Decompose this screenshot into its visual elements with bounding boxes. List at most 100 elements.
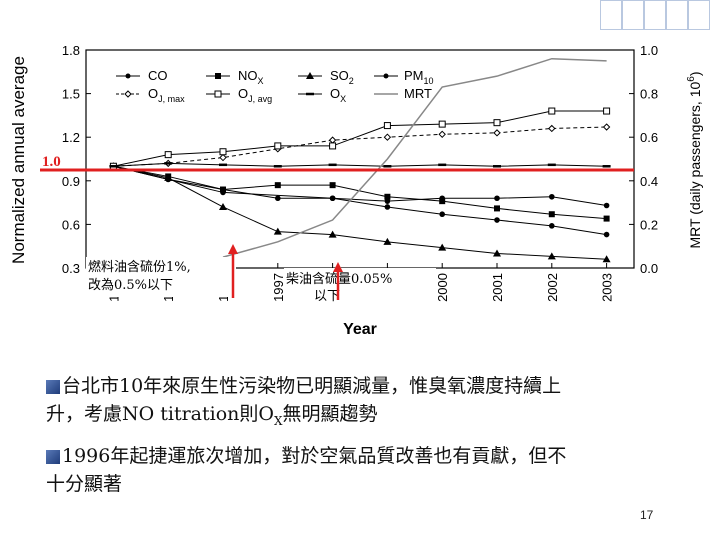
y2-tick-label: 0.0: [640, 261, 658, 276]
data-point-pm10: [384, 198, 391, 204]
data-point-so2: [219, 202, 227, 210]
y2-tick-label: 0.8: [640, 87, 658, 102]
legend-label-nox: NO: [238, 68, 258, 83]
data-point-oj-max: [602, 123, 611, 131]
data-point-oj-max: [219, 153, 227, 162]
data-point-nox: [439, 198, 446, 205]
svg-text:OX: OX: [330, 86, 346, 104]
y-axis-label: Normalized annual average: [9, 56, 28, 264]
legend-label-oj-avg: O: [238, 86, 248, 101]
legend-item-nox: NOX: [206, 68, 264, 86]
annotation-arrowhead-fuel-oil: [228, 244, 238, 254]
data-point-oj-avg: [548, 107, 556, 115]
pollutant-trend-chart: 0.3 0.6 0.9 1.2 1.5 1.8 0.0 0.2 0.4 0.6 0.8 1.0 19…: [9, 43, 703, 338]
data-point-so2: [547, 252, 556, 260]
svg-text:OJ, avg: OJ, avg: [238, 86, 272, 104]
data-point-so2: [493, 249, 501, 257]
bullet-marker-1: [46, 380, 60, 394]
data-point-so2: [602, 255, 611, 263]
bullet-1-subscript: X: [273, 413, 283, 428]
data-point-nox: [329, 182, 336, 189]
series-group: [109, 57, 611, 263]
annotation-diesel: 柴油含硫量0.05% 以下: [284, 262, 436, 306]
x-tick-label: 1997: [271, 273, 286, 302]
x-axis-label: Year: [343, 321, 377, 338]
right-axis-ticks: 0.0 0.2 0.4 0.6 0.8 1.0: [629, 43, 658, 276]
legend-label-so2: SO: [330, 68, 349, 83]
data-point-pm10: [329, 195, 336, 202]
series-oj-avg: [109, 107, 611, 170]
y2-tick-label: 0.4: [640, 174, 658, 189]
series-line-nox: [113, 165, 607, 220]
annotation-fuel-oil-line2: 改為0.5%以下: [88, 277, 173, 293]
svg-text:MRT (daily passengers, 106): MRT (daily passengers, 106): [686, 71, 703, 248]
series-oj-max: [109, 123, 611, 170]
data-point-oj-max: [328, 136, 337, 144]
y2-axis-label: MRT (daily passengers, 106): [686, 71, 703, 248]
data-point-pm10: [275, 195, 281, 202]
x-tick-label: 2000: [435, 273, 450, 302]
bullet-marker-2: [46, 450, 60, 464]
y2-tick-label: 0.2: [640, 217, 658, 232]
data-point-pm10: [165, 176, 171, 183]
data-point-oj-max: [438, 130, 446, 139]
data-point-nox: [494, 205, 500, 212]
y-tick-label: 1.2: [62, 130, 80, 145]
data-point-co: [439, 211, 446, 218]
legend: CO NOX SO2 PM10 OJ, max OJ, avg OX MRT: [116, 68, 434, 104]
bullet-1-line1: 台北市10年來原生性污染物已明顯減量，惟臭氧濃度持續上: [62, 375, 562, 397]
series-nox: [110, 163, 610, 222]
data-point-co: [384, 204, 391, 210]
x-tick-label: 2003: [600, 273, 615, 302]
bullet-1-line2-end: 無明顯趨勢: [282, 403, 378, 425]
series-co: [110, 163, 610, 238]
data-point-pm10: [220, 186, 226, 193]
legend-item-oj-avg: OJ, avg: [206, 86, 272, 104]
svg-text:OJ, max: OJ, max: [148, 86, 185, 104]
annotation-diesel-line2: 以下: [314, 289, 340, 304]
left-axis-ticks: 0.3 0.6 0.9 1.2 1.5 1.8: [62, 43, 91, 276]
bullet-paragraph-2: 1996年起捷運旅次增加，對於空氣品質改善也有貢獻，但不 十分顯著: [46, 442, 696, 498]
y-tick-label: 1.5: [62, 87, 80, 102]
x-tick-label: 2001: [490, 273, 505, 302]
data-point-oj-max: [383, 133, 392, 141]
data-point-oj-max: [493, 129, 501, 137]
legend-label-co: CO: [148, 68, 168, 83]
series-line-ox: [113, 162, 607, 167]
annotation-box-fuel-oil: [86, 257, 236, 297]
svg-text:NOX: NOX: [238, 68, 264, 86]
series-line-so2: [113, 165, 607, 260]
data-point-oj-avg: [438, 120, 446, 128]
svg-text:SO2: SO2: [330, 68, 354, 86]
decorative-grid: [600, 0, 710, 30]
bullet-paragraph-1: 台北市10年來原生性污染物已明顯減量，惟臭氧濃度持續上 升，考慮NO titra…: [46, 372, 696, 435]
y2-label-text: MRT (daily passengers, 10: [687, 82, 703, 249]
data-point-oj-avg: [219, 148, 227, 156]
data-point-pm10: [494, 195, 500, 202]
data-point-oj-avg: [274, 142, 282, 150]
legend-label-ox: O: [330, 86, 340, 101]
reference-line-label: 1.0: [42, 154, 61, 170]
series-pm10: [110, 163, 610, 209]
legend-label-oj-max: O: [148, 86, 158, 101]
plot-frame: [85, 49, 635, 269]
data-point-so2: [273, 227, 282, 235]
series-line-pm10: [113, 165, 607, 207]
data-point-pm10: [549, 193, 555, 200]
data-point-co: [494, 217, 500, 223]
legend-label-pm10: PM: [404, 68, 424, 83]
annotation-box-diesel: [284, 268, 436, 306]
legend-item-mrt: MRT: [374, 86, 432, 101]
y-tick-label: 0.6: [62, 217, 80, 232]
y2-label-exponent: 6: [686, 76, 697, 82]
data-point-so2: [328, 230, 337, 238]
series-line-co: [113, 165, 607, 236]
series-ox: [109, 162, 611, 168]
series-line-mrt: [222, 57, 607, 258]
data-point-nox: [603, 215, 610, 222]
bullet-1-line2: 升，考慮NO titration則O: [46, 403, 274, 425]
data-point-nox: [384, 193, 391, 200]
series-mrt: [222, 57, 607, 258]
data-point-oj-avg: [329, 142, 337, 150]
data-point-oj-avg: [164, 151, 172, 159]
